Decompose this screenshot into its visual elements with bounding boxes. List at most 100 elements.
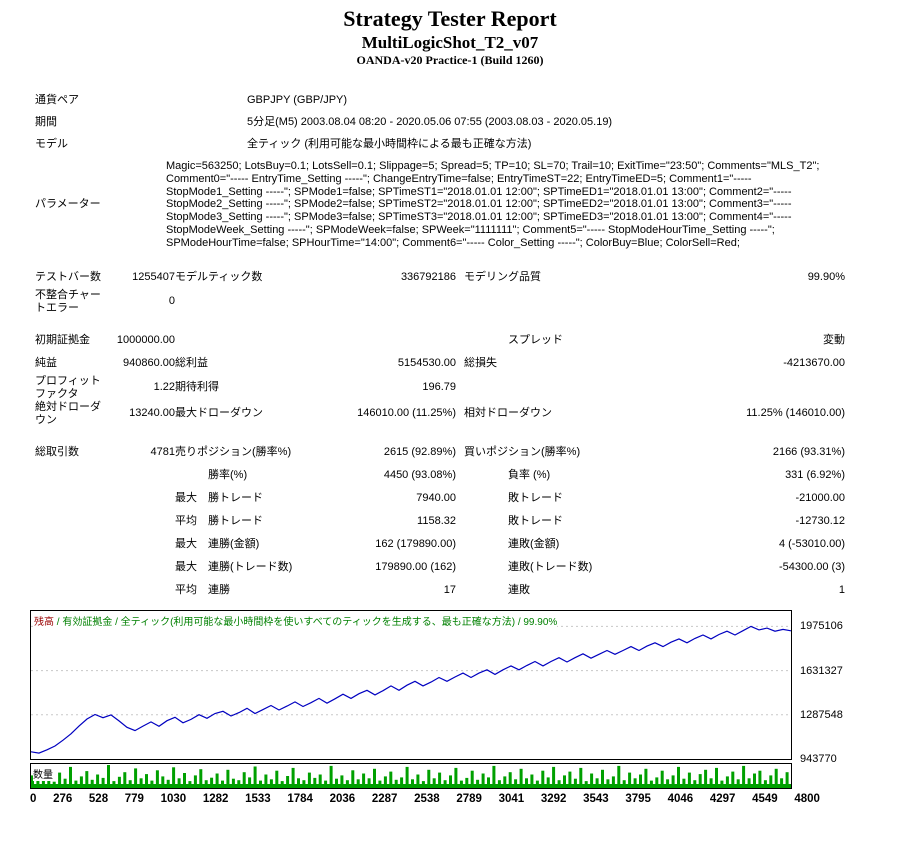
x-axis-tick: 528 (88, 792, 109, 805)
x-axis-tick: 4046 (667, 792, 694, 805)
stats-cell: モデリング品質 (464, 270, 541, 283)
x-axis-tick: 3543 (583, 792, 609, 805)
stats-row: 平均 勝トレード 1158.32 敗トレード -12730.12 (35, 510, 845, 533)
stats-cell: -54300.00 (3) (778, 560, 845, 573)
stats-cell: 総利益 (175, 356, 208, 369)
stats-cell: 11.25% (146010.00) (746, 407, 845, 420)
stats-cell: 4781 (150, 445, 175, 458)
x-axis-tick: 2036 (329, 792, 356, 805)
legend-part: 残高 (34, 616, 54, 628)
stats-cell: 146010.00 (11.25%) (357, 407, 456, 420)
volume-label: 数量 (33, 765, 53, 781)
y-axis-tick: 1631327 (800, 664, 843, 677)
stats-cell: 連敗(トレード数) (508, 560, 593, 573)
x-axis-tick: 3795 (625, 792, 651, 805)
volume-histogram (31, 764, 791, 788)
chart-legend: 残高 / 有効証拠金 / 全ティック(利用可能な最小時間枠を使いすべてのティック… (34, 612, 558, 628)
info-row-value: 全ティック (利用可能な最小時間枠による最も正確な方法) (247, 138, 532, 150)
stats-cell: 純益 (35, 356, 57, 369)
stats-cell: 負率 (%) (508, 468, 551, 481)
stats-cell-prefix: 平均 (175, 583, 197, 596)
legend-part: / (54, 616, 63, 628)
stats-cell: 総損失 (464, 356, 497, 369)
row-spacer (35, 427, 845, 441)
stats-row: 平均 連勝 17 連敗 1 (35, 579, 845, 602)
strategy-tester-report: Strategy Tester Report MultiLogicShot_T2… (30, 6, 890, 805)
stats-cell: 13240.00 (129, 407, 175, 420)
x-axis-tick: 4800 (794, 792, 820, 805)
stats-cell: 99.90% (807, 270, 845, 283)
stats-cell: 連敗(金額) (508, 537, 560, 550)
info-row-label: 期間 (35, 116, 57, 128)
expert-name: MultiLogicShot_T2_v07 (361, 33, 539, 52)
x-axis-tick: 0 (30, 792, 37, 805)
stats-row: 純益 940860.00 総利益 5154530.00 総損失 -4213670.00 (35, 352, 845, 375)
stats-row: 最大 連勝(金額) 162 (179890.00) 連敗(金額) 4 (-53010.0… (35, 533, 845, 556)
stats-cell: 1 (838, 583, 845, 596)
stats-row: テストバー数 1255407 モデルティック数 336792186 モデリング品質 99.… (35, 266, 845, 289)
stats-cell: 最大 連勝(金額) (175, 537, 260, 550)
stats-row: 勝率(%) 4450 (93.08%) 負率 (%) 331 (6.92%) (35, 464, 845, 487)
x-axis-tick: 276 (53, 792, 73, 805)
stats-cell: 最大 連勝(トレード数) (175, 560, 293, 573)
stats-cell: 0 (168, 295, 175, 308)
stats-cell: 変動 (823, 333, 845, 346)
stats-cell-prefix: 最大 (175, 491, 197, 504)
stats-cell: 331 (6.92%) (785, 468, 845, 481)
balance-chart-area: 残高 / 有効証拠金 / 全ティック(利用可能な最小時間枠を使いすべてのティック… (30, 609, 890, 805)
stats-cell: 期待利得 (175, 381, 219, 394)
stats-cell: プロフィットファクタ (35, 374, 101, 400)
x-axis-tick: 1533 (245, 792, 271, 805)
stats-cell-prefix: 最大 (175, 537, 197, 550)
stats-cell: 7940.00 (416, 491, 456, 504)
stats-cell: スプレッド (508, 333, 563, 346)
stats-cell: 相対ドローダウン (464, 407, 552, 420)
stats-cell: 平均 連勝 (175, 583, 230, 596)
stats-cell: 1158.32 (417, 514, 456, 527)
x-axis-tick: 3041 (498, 792, 525, 805)
info-row-value: 5分足(M5) 2003.08.04 08:20 - 2020.05.06 07… (247, 116, 613, 128)
parameters-row: パラメーター Magic=563250; LotsBuy=0.1; LotsSel… (35, 160, 860, 250)
stats-cell: -4213670.00 (783, 356, 845, 369)
info-row: モデル 全ティック (利用可能な最小時間枠による最も正確な方法) (35, 138, 860, 160)
stats-row: 総取引数 4781 売りポジション(勝率%) 2615 (92.89%) 買いポジション… (35, 441, 845, 464)
x-axis-tick: 1282 (202, 792, 229, 805)
volume-plot: 数量 (30, 762, 792, 789)
stats-cell: 162 (179890.00) (375, 537, 456, 550)
stats-cell: 336792186 (400, 270, 456, 283)
x-axis-tick: 779 (124, 792, 144, 805)
stats-cell: 初期証拠金 (35, 333, 90, 346)
stats-cell: テストバー数 (35, 270, 101, 283)
stats-cell: 4450 (93.08%) (383, 468, 456, 481)
stats-cell: 最大 勝トレード (175, 491, 263, 504)
stats-cell: 売りポジション(勝率%) (175, 445, 292, 458)
parameters-text: Magic=563250; LotsBuy=0.1; LotsSell=0.1;… (166, 160, 820, 249)
stats-cell: 2166 (93.31%) (772, 445, 845, 458)
x-axis-tick: 3292 (540, 792, 567, 805)
stats-cell: 絶対ドローダウン (35, 400, 101, 426)
stats-cell: -21000.00 (795, 491, 845, 504)
stats-cell: 不整合チャートエラー (35, 288, 101, 314)
results-table: テストバー数 1255407 モデルティック数 336792186 モデリング品質 99.… (35, 266, 845, 602)
legend-part: 有効証拠金 (62, 616, 113, 628)
info-row: 通貨ペア GBPJPY (GBP/JPY) (35, 94, 860, 116)
stats-cell: 最大ドローダウン (175, 407, 263, 420)
info-row-label: モデル (35, 138, 68, 150)
stats-cell: 1255407 (132, 270, 175, 283)
stats-cell: 17 (443, 583, 456, 596)
y-axis-tick: 1287548 (800, 708, 843, 721)
stats-row: プロフィットファクタ 1.22 期待利得 196.79 (35, 375, 845, 401)
stats-cell: 敗トレード (508, 514, 563, 527)
stats-cell: 連敗 (508, 583, 530, 596)
stats-cell: 買いポジション(勝率%) (464, 445, 581, 458)
x-axis-tick: 4549 (752, 792, 778, 805)
row-spacer (35, 315, 845, 329)
stats-cell: 総取引数 (35, 445, 79, 458)
stats-cell: 平均 勝トレード (175, 514, 263, 527)
x-axis-tick: 2287 (371, 792, 398, 805)
stats-cell: 勝率(%) (208, 468, 248, 481)
x-axis-tick: 2538 (414, 792, 440, 805)
stats-cell: 2615 (92.89%) (383, 445, 456, 458)
stats-cell-prefix: 最大 (175, 560, 197, 573)
stats-row: 初期証拠金 1000000.00 スプレッド 変動 (35, 329, 845, 352)
